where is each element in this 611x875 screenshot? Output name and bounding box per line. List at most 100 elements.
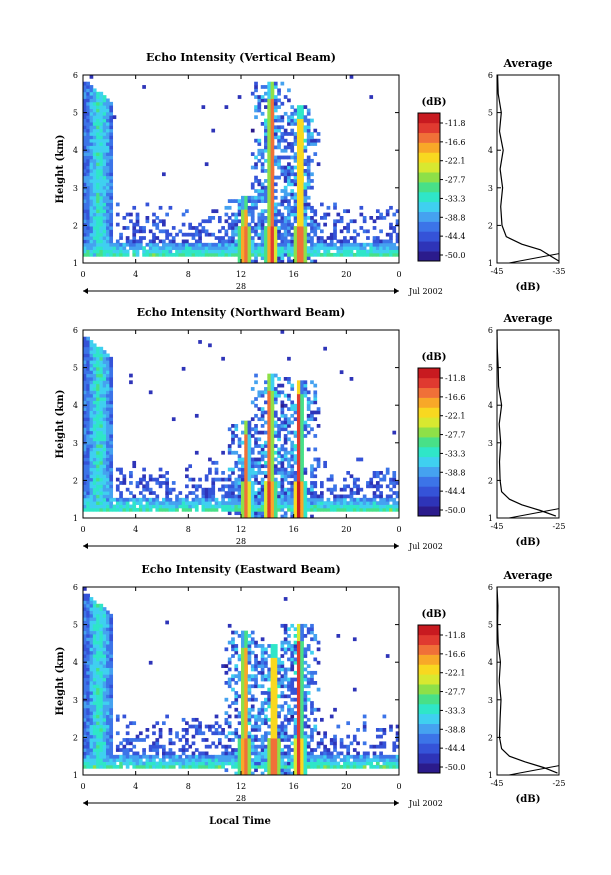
heatmap-cell	[234, 226, 239, 230]
heatmap-cell	[247, 427, 252, 432]
heatmap-cell	[168, 205, 173, 210]
heatmap-cell	[188, 252, 193, 257]
heatmap-cell	[303, 256, 308, 261]
heatmap-cell	[106, 138, 110, 143]
heatmap-cell	[194, 748, 199, 752]
heatmap-cell	[83, 179, 87, 183]
heatmap-cell	[178, 761, 183, 766]
heatmap-cell	[395, 504, 400, 509]
heatmap-cell	[257, 758, 262, 762]
heatmap-cell	[244, 212, 248, 217]
heatmap-cell	[260, 95, 265, 99]
heatmap-cell	[267, 162, 272, 167]
heatmap-cell	[83, 202, 87, 207]
heatmap-cell	[241, 687, 245, 692]
heatmap-cell	[264, 650, 268, 655]
heatmap-cell	[221, 471, 225, 475]
heatmap-cell	[96, 209, 100, 214]
heatmap-cell	[237, 677, 242, 682]
heatmap-cell	[270, 222, 275, 227]
heatmap-cell	[277, 142, 281, 146]
heatmap-cell	[260, 111, 265, 116]
heatmap-cell	[86, 670, 90, 675]
heatmap-cell	[102, 135, 107, 140]
heatmap-cell	[237, 711, 242, 715]
heatmap-cell	[109, 660, 114, 665]
heatmap-cell	[287, 249, 291, 254]
heatmap-cell	[270, 209, 275, 214]
heatmap-cell	[300, 711, 304, 715]
heatmap-cell	[102, 205, 107, 210]
heatmap-cell	[138, 761, 143, 766]
heatmap-cell	[267, 764, 272, 769]
heatmap-cell	[102, 192, 107, 197]
heatmap-cell	[389, 222, 393, 227]
heatmap-cell	[237, 242, 242, 247]
heatmap-cell	[129, 721, 133, 726]
heatmap-cell	[122, 249, 127, 254]
heatmap-cell	[171, 507, 176, 512]
heatmap-cell	[300, 205, 304, 210]
heatmap-cell	[241, 494, 245, 499]
heatmap-cell	[290, 677, 295, 682]
heatmap-cell	[89, 383, 94, 388]
heatmap-cell	[138, 242, 143, 247]
heatmap-cell	[306, 504, 311, 509]
heatmap-cell	[287, 192, 291, 197]
heatmap-cell	[316, 407, 321, 411]
heatmap-cell	[165, 236, 169, 240]
heatmap-cell	[303, 427, 308, 432]
heatmap-cell	[352, 491, 357, 495]
heatmap-cell	[270, 514, 275, 519]
heatmap-cell	[329, 246, 334, 250]
heatmap-cell	[290, 454, 295, 458]
heatmap-cell	[109, 644, 114, 648]
heatmap-cell	[267, 491, 272, 495]
heatmap-cell	[293, 192, 298, 197]
heatmap-cell	[92, 748, 97, 752]
heatmap-cell	[277, 162, 281, 167]
heatmap-cell	[99, 717, 104, 722]
heatmap-cell	[296, 741, 301, 746]
heatmap-cell	[83, 138, 87, 143]
heatmap-cell	[260, 644, 265, 648]
x-tick-label: 4	[133, 270, 138, 279]
heatmap-cell	[231, 754, 235, 759]
heatmap-cell	[214, 497, 219, 502]
heatmap-cell	[102, 115, 107, 120]
heatmap-cell	[109, 424, 114, 428]
heatmap-cell	[277, 677, 281, 682]
heatmap-cell	[254, 734, 258, 739]
heatmap-cell	[264, 105, 268, 109]
heatmap-cell	[99, 370, 104, 375]
heatmap-cell	[300, 754, 304, 759]
heatmap-cell	[237, 212, 242, 217]
heatmap-cell	[99, 135, 104, 140]
heatmap-cell	[300, 152, 304, 156]
heatmap-cell	[201, 494, 206, 499]
heatmap-cell	[313, 657, 318, 662]
heatmap-cell	[254, 81, 258, 86]
heatmap-cell	[267, 226, 272, 230]
heatmap-cell	[264, 768, 268, 773]
heatmap-cell	[273, 128, 278, 133]
heatmap-cell	[83, 212, 87, 217]
heatmap-cell	[86, 387, 90, 391]
heatmap-cell	[244, 654, 248, 658]
heatmap-cell	[313, 410, 318, 415]
heatmap-cell	[83, 481, 87, 485]
heatmap-cell	[247, 768, 252, 773]
heatmap-cell	[247, 447, 252, 452]
heatmap-cell	[306, 390, 311, 395]
heatmap-cell	[217, 249, 222, 254]
heatmap-cell	[290, 734, 295, 739]
heatmap-cell	[300, 216, 304, 220]
heatmap-cell	[86, 610, 90, 615]
heatmap-cell	[385, 212, 390, 217]
heatmap-cell	[296, 754, 301, 759]
heatmap-cell	[296, 216, 301, 220]
heatmap-cell	[89, 664, 94, 668]
heatmap-cell	[185, 764, 189, 769]
heatmap-cell	[300, 182, 304, 187]
heatmap-cell	[129, 242, 133, 247]
